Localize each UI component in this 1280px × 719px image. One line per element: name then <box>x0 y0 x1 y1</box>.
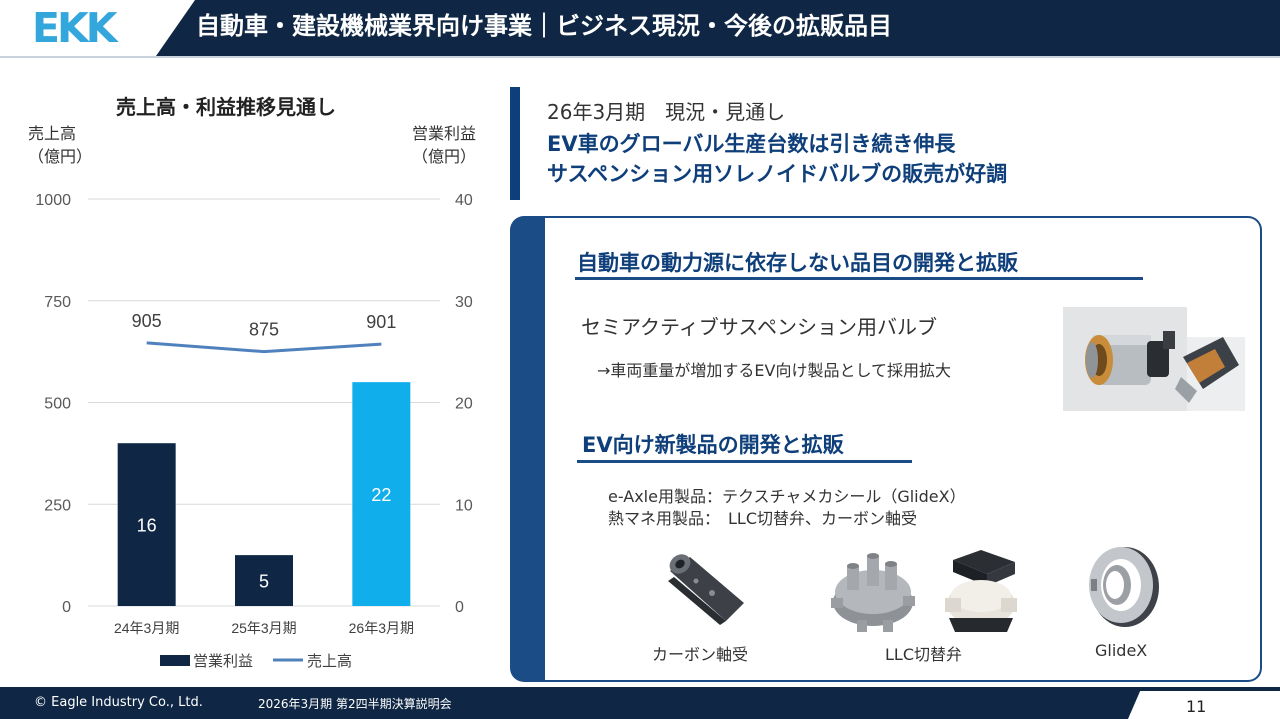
left-axis-tick-label: 1000 <box>35 192 71 209</box>
left-axis-tick-label: 750 <box>44 294 71 311</box>
right-axis-tick-label: 0 <box>455 599 464 616</box>
combo-chart: 0 250 500 750 1000 0 10 20 30 40 16 5 22 24年3月期 25年3月期… <box>35 192 473 670</box>
chart-title: 売上高・利益推移見通し <box>116 95 336 119</box>
sales-data-label: 901 <box>366 312 396 332</box>
sales-data-label: 905 <box>132 311 162 331</box>
right-axis-label-line1: 営業利益 <box>412 124 477 143</box>
legend-label-sales: 売上高 <box>307 653 352 670</box>
profit-bar-data-label: 22 <box>371 485 391 505</box>
llc-valve-image-2 <box>941 546 1021 634</box>
profit-bar <box>235 555 293 606</box>
footer-event-name: 2026年3月期 第2四半期決算説明会 <box>258 697 452 711</box>
caption-glidex: GlideX <box>1095 641 1148 660</box>
left-axis-label: 売上高 （億円） <box>28 122 92 168</box>
header-divider <box>0 56 1280 58</box>
left-axis-label-line1: 売上高 <box>28 124 77 143</box>
right-axis-tick-label: 10 <box>455 497 473 514</box>
page-title: 自動車・建設機械業界向け事業｜ビジネス現況・今後の拡販品目 <box>196 12 892 40</box>
status-accent-bar <box>510 87 520 200</box>
sales-line <box>146 341 382 354</box>
page-number: 11 <box>1186 697 1207 716</box>
footer-copyright: © Eagle Industry Co., Ltd. <box>34 695 203 710</box>
legend-label-profit: 営業利益 <box>193 653 253 670</box>
left-axis-tick-label: 250 <box>44 497 71 514</box>
header-bar: EKK 自動車・建設機械業界向け事業｜ビジネス現況・今後の拡販品目 <box>0 0 1280 56</box>
section-underline-1 <box>575 277 1143 280</box>
profit-bar <box>117 443 176 606</box>
profit-bar-data-label: 16 <box>137 516 157 536</box>
footer-bar: © Eagle Industry Co., Ltd. 2026年3月期 第2四半… <box>0 687 1280 719</box>
section-heading-ev-products: EV向け新製品の開発と拡販 <box>582 433 844 457</box>
glidex-seal-image <box>1083 541 1163 631</box>
company-logo: EKK <box>32 4 118 52</box>
x-axis-category-label: 24年3月期 <box>114 620 179 636</box>
right-axis-label-line2: （億円） <box>412 147 477 166</box>
x-axis-category-label: 26年3月期 <box>349 620 414 636</box>
caption-carbon-bearing: カーボン軸受 <box>652 645 749 664</box>
right-axis-label: 営業利益 （億円） <box>412 122 476 168</box>
left-axis-tick-label: 500 <box>44 396 71 413</box>
left-axis-tick-label: 0 <box>62 599 71 616</box>
logo-container: EKK <box>0 0 195 56</box>
caption-llc-valve: LLC切替弁 <box>885 645 963 664</box>
x-axis-category-label: 25年3月期 <box>231 620 296 636</box>
product-note: →車両重量が増加するEV向け製品として採用拡大 <box>597 361 951 380</box>
suspension-valve-image <box>1063 307 1245 411</box>
profit-bar-data-label: 5 <box>259 572 269 592</box>
profit-bar <box>352 382 411 606</box>
sales-data-label: 875 <box>249 320 279 340</box>
ev-product-line-2: 熱マネ用製品： LLC切替弁、カーボン軸受 <box>608 509 918 528</box>
llc-valve-image-1 <box>827 548 919 634</box>
ev-product-line-1: e-Axle用製品：テクスチャメカシール（GlideX） <box>608 487 966 506</box>
status-line-1: EV車のグローバル生産台数は引き続き伸長 <box>547 132 956 156</box>
section-heading-powertrain-independent: 自動車の動力源に依存しない品目の開発と拡販 <box>577 251 1018 275</box>
carbon-bearing-image <box>660 551 750 631</box>
section-underline-2 <box>577 460 912 463</box>
status-line-2: サスペンション用ソレノイドバルブの販売が好調 <box>547 162 1008 186</box>
legend-swatch-profit <box>160 655 190 666</box>
left-axis-label-line2: （億円） <box>28 147 93 166</box>
page-number-box <box>1128 691 1280 719</box>
right-axis-tick-label: 30 <box>455 294 473 311</box>
status-period: 26年3月期 現況・見通し <box>547 100 786 124</box>
right-axis-tick-label: 40 <box>455 192 473 209</box>
right-axis-tick-label: 20 <box>455 396 473 413</box>
product-name-suspension-valve: セミアクティブサスペンション用バルブ <box>581 315 937 339</box>
